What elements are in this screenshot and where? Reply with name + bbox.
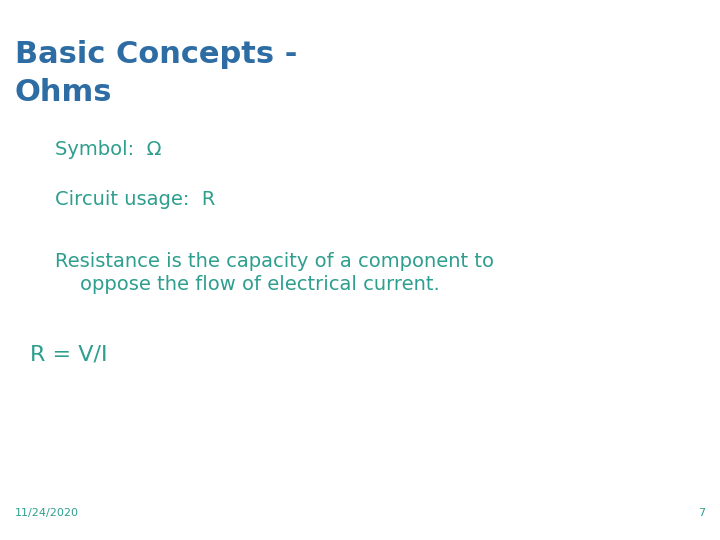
Text: 11/24/2020: 11/24/2020	[15, 508, 79, 518]
Text: Circuit usage:  R: Circuit usage: R	[55, 190, 215, 209]
Text: 7: 7	[698, 508, 705, 518]
Text: oppose the flow of electrical current.: oppose the flow of electrical current.	[55, 275, 440, 294]
Text: Symbol:  Ω: Symbol: Ω	[55, 140, 161, 159]
Text: Basic Concepts -: Basic Concepts -	[15, 40, 297, 69]
Text: R = V/I: R = V/I	[30, 345, 107, 365]
Text: Resistance is the capacity of a component to: Resistance is the capacity of a componen…	[55, 252, 494, 271]
Text: Ohms: Ohms	[15, 78, 112, 107]
